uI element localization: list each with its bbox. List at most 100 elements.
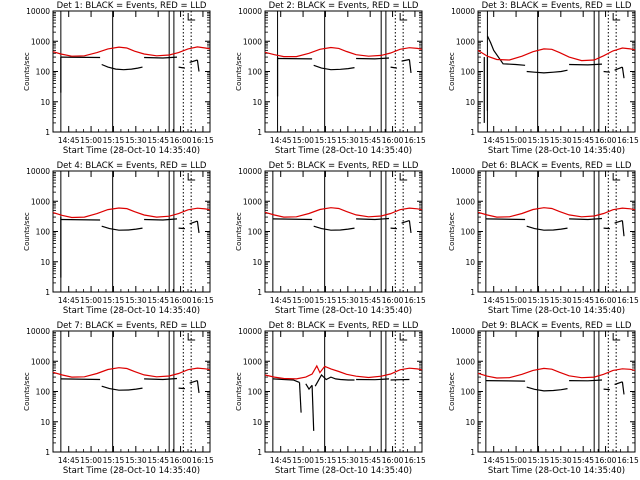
- y-tick-label: 10: [252, 418, 262, 427]
- x-tick-label: 15:45: [147, 296, 169, 305]
- x-axis-label: Start Time (28-Oct-10 14:35:40): [275, 466, 412, 476]
- plot-frame: [264, 170, 423, 293]
- x-axis-label: Start Time (28-Oct-10 14:35:40): [63, 146, 200, 156]
- lld-series-line: [477, 47, 636, 62]
- x-tick-label: 15:00: [505, 296, 527, 305]
- y-tick-label: 1000: [243, 357, 262, 366]
- events-series-line: [196, 221, 200, 233]
- y-tick-label: 10: [40, 418, 50, 427]
- x-tick-label: 16:15: [192, 296, 214, 305]
- events-series-line: [614, 220, 623, 224]
- lld-series-line: [477, 207, 636, 218]
- events-series-line: [298, 382, 302, 413]
- x-tick-label: 15:15: [103, 296, 125, 305]
- events-series-line: [390, 227, 397, 230]
- y-axis-label: Counts/sec: [448, 212, 456, 251]
- x-tick-label: 15:30: [125, 456, 147, 465]
- y-tick-label: 10000: [238, 7, 262, 16]
- y-tick-label: 100: [461, 68, 476, 77]
- events-series-line: [390, 66, 397, 69]
- x-tick-label: 16:15: [404, 296, 426, 305]
- y-axis-label: Counts/sec: [235, 212, 243, 251]
- y-tick-label: 100: [36, 68, 51, 77]
- bracket-marker: [612, 333, 621, 341]
- x-tick-label: 15:00: [292, 136, 314, 145]
- y-tick-label: 100: [461, 228, 476, 237]
- events-series-line: [356, 378, 390, 381]
- y-tick-label: 100: [36, 228, 51, 237]
- x-tick-label: 16:00: [382, 296, 404, 305]
- events-series-line: [60, 378, 101, 381]
- x-tick-label: 15:30: [125, 136, 147, 145]
- y-tick-label: 1: [45, 128, 50, 137]
- x-tick-label: 16:00: [170, 136, 192, 145]
- y-tick-label: 1000: [456, 357, 475, 366]
- y-tick-label: 1: [257, 128, 262, 137]
- plot-frame: [477, 170, 636, 293]
- chart-title: Det 3: BLACK = Events, RED = LLD: [482, 1, 632, 11]
- bracket-marker: [187, 13, 196, 21]
- y-tick-label: 1: [470, 128, 475, 137]
- y-tick-label: 10: [465, 258, 475, 267]
- x-tick-label: 14:45: [270, 456, 292, 465]
- x-axis-label: Start Time (28-Oct-10 14:35:40): [488, 466, 625, 476]
- events-series-line: [313, 64, 355, 71]
- x-tick-label: 15:00: [505, 456, 527, 465]
- plot-frame: [477, 330, 636, 453]
- events-series-line: [60, 218, 101, 221]
- y-axis-label: Counts/sec: [23, 212, 31, 251]
- events-series-line: [486, 35, 526, 66]
- x-tick-label: 15:30: [337, 136, 359, 145]
- y-tick-label: 10: [252, 258, 262, 267]
- events-series-line: [603, 388, 610, 391]
- events-series-line: [621, 381, 625, 395]
- events-series-line: [311, 385, 315, 431]
- x-tick-label: 15:45: [572, 456, 594, 465]
- events-series-line: [569, 217, 603, 221]
- y-tick-label: 100: [36, 388, 51, 397]
- events-series-line: [408, 220, 412, 233]
- y-tick-label: 10000: [451, 167, 475, 176]
- lld-series-line: [52, 46, 211, 57]
- plot-frame: [264, 330, 423, 453]
- y-tick-label: 10000: [26, 167, 50, 176]
- x-tick-label: 16:15: [617, 136, 639, 145]
- events-series-line: [144, 218, 178, 221]
- events-series-line: [526, 69, 568, 74]
- x-tick-label: 15:00: [80, 296, 102, 305]
- y-tick-label: 1000: [31, 37, 50, 46]
- lld-series-line: [264, 364, 423, 380]
- events-series-line: [603, 70, 610, 73]
- lld-series-line: [264, 207, 423, 218]
- chart-title: Det 4: BLACK = Events, RED = LLD: [57, 161, 207, 171]
- x-tick-label: 15:15: [528, 456, 550, 465]
- x-tick-label: 14:45: [58, 296, 80, 305]
- y-tick-label: 100: [461, 388, 476, 397]
- events-series-line: [101, 225, 143, 231]
- events-series-line: [178, 387, 185, 390]
- x-tick-label: 14:45: [58, 136, 80, 145]
- events-series-line: [401, 58, 410, 62]
- y-tick-label: 10000: [451, 327, 475, 336]
- events-series-line: [569, 379, 603, 382]
- x-tick-label: 15:45: [572, 136, 594, 145]
- events-series-line: [485, 218, 526, 221]
- y-tick-label: 1000: [243, 197, 262, 206]
- x-tick-label: 14:45: [483, 136, 505, 145]
- y-tick-label: 100: [248, 228, 263, 237]
- y-tick-label: 1: [45, 448, 50, 457]
- bracket-marker: [187, 333, 196, 341]
- events-series-line: [408, 59, 412, 73]
- y-tick-label: 10000: [451, 7, 475, 16]
- plot-frame: [52, 330, 211, 453]
- bracket-marker: [612, 173, 621, 181]
- x-tick-label: 15:30: [125, 296, 147, 305]
- events-series-line: [144, 377, 178, 381]
- lld-series-line: [264, 46, 423, 58]
- y-tick-label: 10000: [238, 167, 262, 176]
- y-tick-label: 1000: [456, 37, 475, 46]
- events-series-line: [144, 56, 178, 59]
- events-series-line: [178, 66, 185, 69]
- x-tick-label: 15:30: [550, 136, 572, 145]
- events-series-line: [189, 380, 198, 384]
